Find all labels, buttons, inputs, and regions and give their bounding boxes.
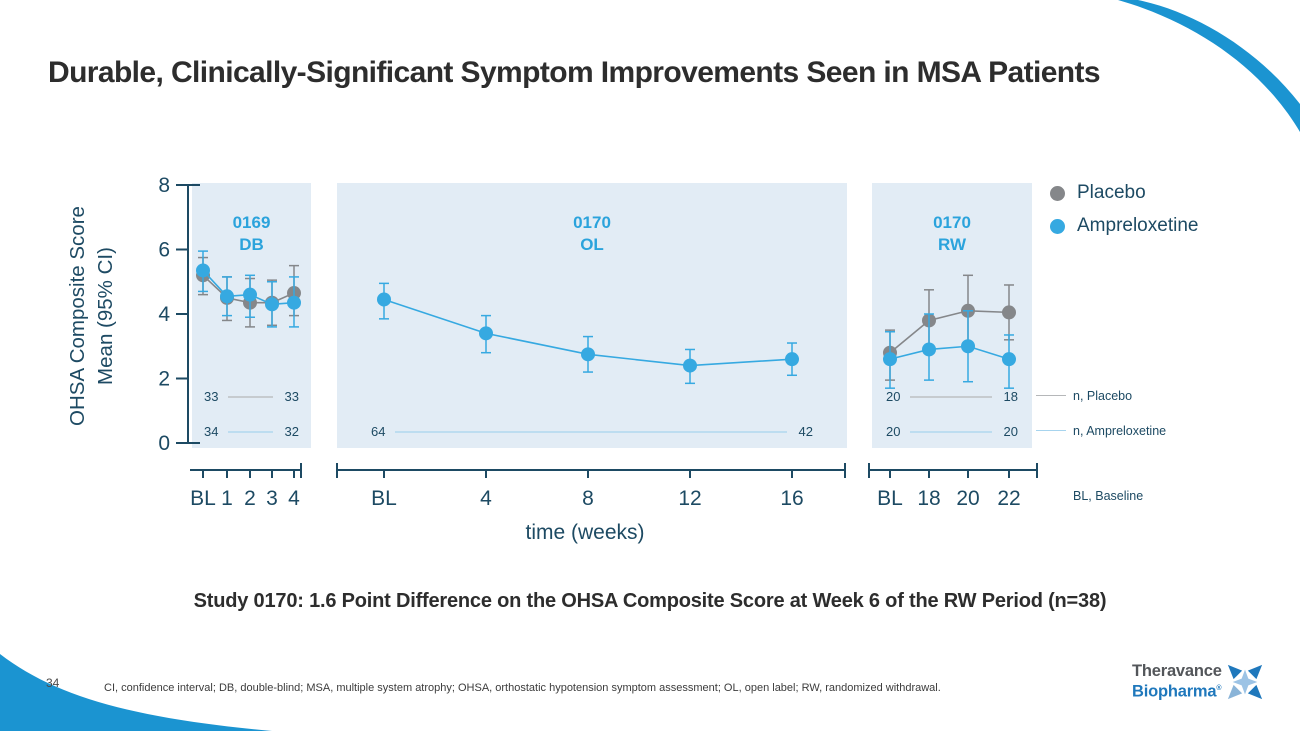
data-point [377, 292, 391, 307]
panel-label-line2: DB [239, 235, 264, 254]
x-tick-label: 2 [244, 487, 256, 510]
abbreviations-footnote: CI, confidence interval; DB, double-blin… [104, 682, 941, 694]
data-point [196, 263, 210, 278]
y-tick-label: 0 [158, 432, 170, 455]
data-point [265, 297, 279, 312]
data-point [922, 342, 936, 357]
data-point [961, 339, 975, 354]
panel-background [337, 183, 847, 448]
star-arm-ne [1247, 664, 1262, 680]
theravance-biopharma-logo: Theravance Biopharma® [1132, 663, 1264, 701]
n-placebo-label: n, Placebo [1073, 389, 1133, 403]
data-point [220, 289, 234, 304]
logo-line1: Theravance [1132, 662, 1222, 681]
x-tick-label: 20 [956, 487, 979, 510]
legend-dot-ampreloxetine [1050, 218, 1065, 234]
star-arm-se [1247, 684, 1262, 700]
x-tick-label: BL [190, 487, 216, 510]
n-count-end: 32 [285, 424, 299, 439]
data-point [1002, 305, 1016, 320]
x-axis-label: time (weeks) [525, 521, 645, 544]
theravance-star-icon [1227, 664, 1262, 700]
chart-legend: Placebo Ampreloxetine [1050, 182, 1198, 248]
y-tick-label: 2 [158, 368, 170, 391]
panel-label-line2: OL [580, 235, 604, 254]
slide-title: Durable, Clinically-Significant Symptom … [48, 56, 1101, 89]
n-count-end: 42 [799, 424, 813, 439]
x-tick-label: 3 [266, 487, 278, 510]
n-count-start: 33 [204, 389, 218, 404]
page-number: 34 [46, 676, 60, 690]
series-line [889, 309, 1010, 354]
panel-label-line2: RW [938, 235, 967, 254]
x-tick-label: BL [877, 487, 903, 510]
n-count-end: 33 [285, 389, 299, 404]
x-tick-label: 16 [780, 487, 803, 510]
x-tick-label: 4 [288, 487, 300, 510]
n-count-start: 20 [886, 424, 900, 439]
logo-line2: Biopharma® [1132, 680, 1222, 701]
data-point [1002, 352, 1016, 367]
panel-label-line1: 0169 [233, 213, 271, 232]
x-tick-label: 8 [582, 487, 594, 510]
n-ampreloxetine-label: n, Ampreloxetine [1073, 424, 1167, 438]
data-point [683, 358, 697, 373]
x-tick-label: 1 [221, 487, 233, 510]
legend-item-placebo: Placebo [1050, 182, 1198, 204]
x-tick-label: 4 [480, 487, 492, 510]
legend-dot-placebo [1050, 185, 1065, 201]
x-tick-label: 18 [917, 487, 940, 510]
y-tick-label: 4 [158, 303, 170, 326]
n-count-end: 20 [1004, 424, 1018, 439]
data-point [785, 352, 799, 367]
star-center [1232, 669, 1258, 695]
y-axis-label-line2: Mean (95% CI) [94, 247, 117, 385]
data-point [479, 326, 493, 341]
data-point [243, 287, 257, 302]
bottom-left-wave-shape [0, 654, 272, 731]
star-arm-sw [1227, 684, 1242, 700]
bl-baseline-label: BL, Baseline [1073, 489, 1144, 503]
logo-line2-text: Biopharma [1132, 682, 1217, 701]
top-right-swoosh-shape [1118, 0, 1300, 132]
n-ampreloxetine-connector-line [1036, 430, 1066, 431]
panel-label-line1: 0170 [933, 213, 971, 232]
panel-label-line1: 0170 [573, 213, 611, 232]
logo-text: Theravance Biopharma® [1132, 663, 1222, 701]
legend-item-ampreloxetine: Ampreloxetine [1050, 215, 1198, 237]
y-axis-label-line1: OHSA Composite Score [66, 206, 89, 426]
data-point [883, 352, 897, 367]
n-count-start: 64 [371, 424, 385, 439]
registered-trademark: ® [1216, 685, 1222, 693]
x-tick-label: 22 [997, 487, 1020, 510]
n-placebo-connector-line [1036, 395, 1066, 396]
y-tick-label: 6 [158, 239, 170, 262]
n-count-end: 18 [1004, 389, 1018, 404]
legend-label-placebo: Placebo [1077, 182, 1146, 203]
data-point [287, 295, 301, 310]
series-line [889, 345, 1010, 360]
n-count-start: 34 [204, 424, 218, 439]
y-axis-label: OHSA Composite Score Mean (95% CI) [64, 175, 122, 457]
study-takeaway-text: Study 0170: 1.6 Point Difference on the … [193, 590, 1107, 612]
x-tick-label: 12 [678, 487, 701, 510]
n-count-start: 20 [886, 389, 900, 404]
legend-label-ampreloxetine: Ampreloxetine [1077, 215, 1199, 236]
x-tick-label: BL [371, 487, 397, 510]
y-tick-label: 8 [158, 174, 170, 197]
star-arm-nw [1227, 664, 1242, 680]
data-point [581, 347, 595, 362]
